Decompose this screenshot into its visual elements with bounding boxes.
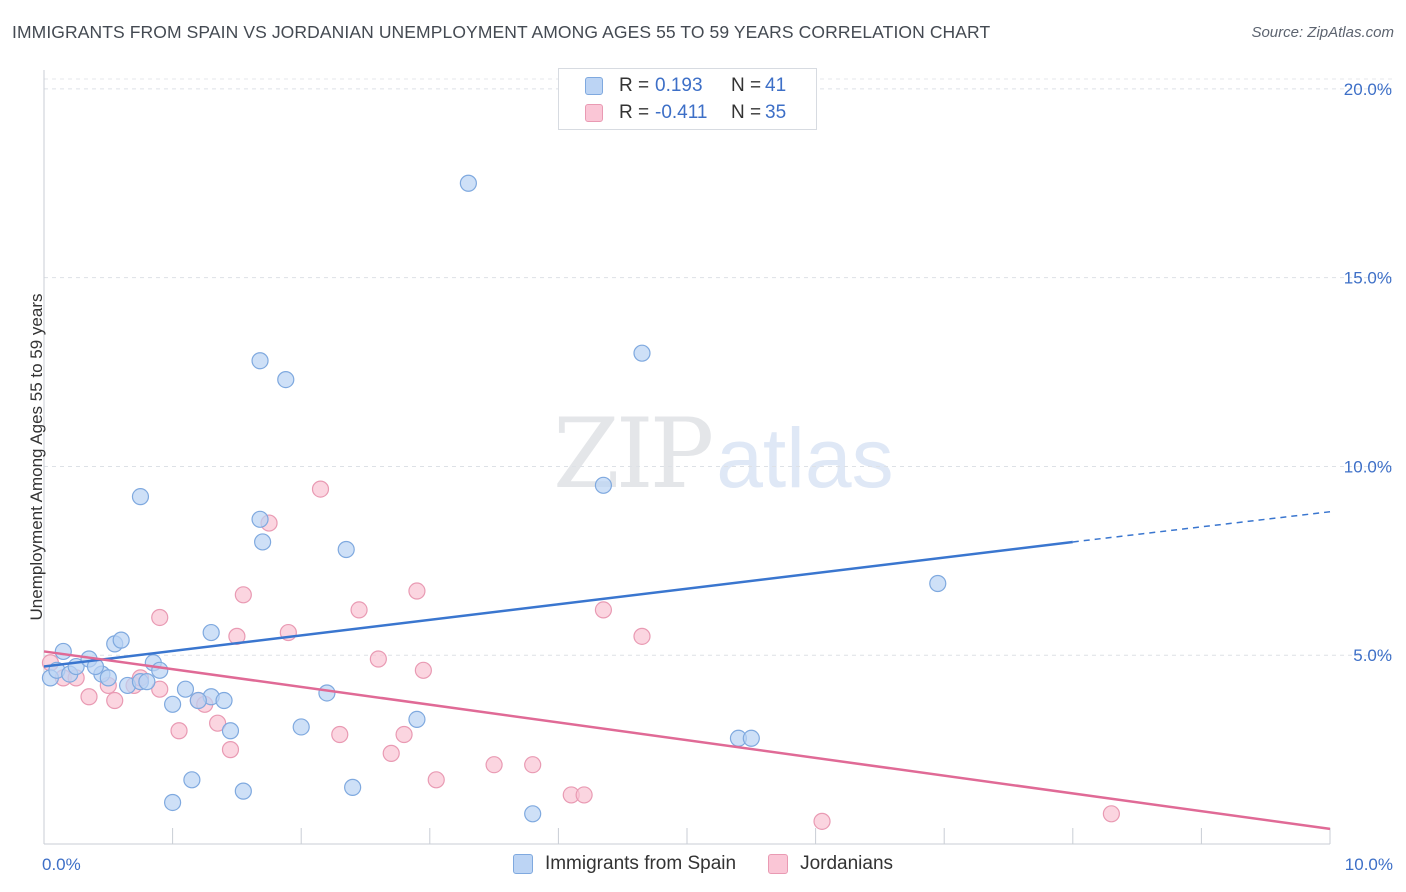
correlation-legend: R = 0.193 N = 41 R = -0.411 N = 35 xyxy=(558,68,817,130)
watermark-atlas: atlas xyxy=(716,411,894,505)
jordan-point xyxy=(209,714,227,732)
jordan-point xyxy=(80,688,98,706)
spain-point xyxy=(221,722,240,740)
source-label: Source: ZipAtlas.com xyxy=(1251,24,1394,41)
x-tick-label: 0.0% xyxy=(42,855,81,874)
spain-point xyxy=(164,695,182,713)
spain-point xyxy=(151,661,169,679)
legend-r-value: 0.193 xyxy=(655,75,703,96)
jordan-point xyxy=(170,722,188,740)
spain-point xyxy=(524,805,542,823)
legend-row-spain: R = 0.193 N = 41 xyxy=(585,73,786,99)
series-legend: Immigrants from Spain Jordanians xyxy=(0,850,1406,878)
jordan-point xyxy=(575,786,593,804)
y-tick-label: 5.0% xyxy=(1353,646,1392,665)
spain-point xyxy=(176,680,195,698)
jordan-point xyxy=(151,680,169,698)
spain-point xyxy=(251,352,269,370)
jordan-point xyxy=(408,582,426,600)
legend-label-jordan: Jordanians xyxy=(800,853,894,874)
spain-point xyxy=(742,729,760,747)
legend-label-spain: Immigrants from Spain xyxy=(544,853,737,874)
jordan-point xyxy=(524,756,542,774)
legend-r-label: R = xyxy=(619,75,650,96)
spain-point xyxy=(215,691,233,710)
spain-point xyxy=(234,782,252,800)
legend-item-jordan[interactable]: Jordanians xyxy=(768,853,893,875)
legend-n-value: 41 xyxy=(765,75,787,96)
watermark-zip: ZIP xyxy=(553,398,714,510)
spain-point xyxy=(344,778,362,796)
spain-point xyxy=(99,669,117,687)
jordan-point xyxy=(369,650,387,668)
spain-point xyxy=(54,642,72,661)
y-tick-label: 20.0% xyxy=(1344,80,1392,99)
legend-n-label: N = xyxy=(731,102,762,123)
legend-row-jordan: R = -0.411 N = 35 xyxy=(585,100,786,126)
spain-trend-extension xyxy=(1072,511,1331,543)
jordan-point xyxy=(427,771,445,789)
jordan-point xyxy=(414,661,432,679)
legend-swatch-jordan xyxy=(585,104,603,122)
jordan-point xyxy=(594,601,613,619)
spain-point xyxy=(251,510,269,528)
jordan-point xyxy=(633,627,651,645)
legend-r-label: R = xyxy=(619,102,650,123)
spain-point xyxy=(633,344,651,362)
y-axis-label: Unemployment Among Ages 55 to 59 years xyxy=(27,293,46,621)
spain-point xyxy=(131,488,150,506)
legend-item-spain[interactable]: Immigrants from Spain xyxy=(512,853,737,875)
spain-point xyxy=(202,623,220,642)
spain-point xyxy=(408,710,426,729)
y-tick-label: 15.0% xyxy=(1344,269,1392,288)
legend-r-value: -0.411 xyxy=(655,102,708,123)
spain-point xyxy=(337,540,355,559)
jordan-point xyxy=(234,586,252,604)
jordan-point xyxy=(221,741,240,759)
spain-trend-line xyxy=(43,540,1073,668)
spain-point xyxy=(292,718,310,736)
legend-n-value: 35 xyxy=(765,102,787,123)
jordan-point xyxy=(311,480,330,498)
jordan-point xyxy=(106,691,124,710)
spain-point xyxy=(318,684,336,702)
legend-n-label: N = xyxy=(731,75,762,96)
spain-point xyxy=(929,574,947,593)
jordan-point xyxy=(813,812,831,830)
chart-title: IMMIGRANTS FROM SPAIN VS JORDANIAN UNEMP… xyxy=(12,22,991,42)
jordan-point xyxy=(151,608,169,627)
jordan-point xyxy=(1102,805,1120,823)
spain-point xyxy=(112,631,130,649)
jordan-point xyxy=(350,601,368,619)
jordan-point xyxy=(331,725,349,744)
y-tick-label: 10.0% xyxy=(1344,457,1392,476)
spain-point xyxy=(254,533,272,551)
spain-point xyxy=(459,174,477,192)
jordan-point xyxy=(395,725,413,744)
spain-point xyxy=(594,476,613,494)
spain-point xyxy=(138,673,156,691)
spain-point xyxy=(277,371,295,389)
spain-point xyxy=(164,793,182,812)
jordan-trend-line xyxy=(43,650,1331,831)
legend-swatch-spain xyxy=(585,77,603,95)
jordan-point xyxy=(485,756,503,774)
x-tick-label: 10.0% xyxy=(1345,855,1393,874)
spain-point xyxy=(189,691,207,710)
legend-swatch-spain xyxy=(512,854,533,874)
jordan-point xyxy=(382,744,400,762)
legend-swatch-jordan xyxy=(768,854,789,874)
spain-point xyxy=(183,771,201,789)
watermark: ZIP atlas xyxy=(553,398,894,510)
